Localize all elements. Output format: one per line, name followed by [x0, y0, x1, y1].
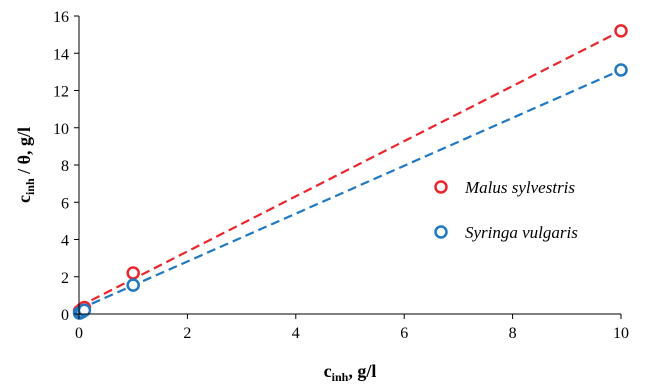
x-axis-label: cinh, g/l [324, 361, 377, 384]
y-tick-label: 16 [53, 9, 69, 26]
y-tick-label: 2 [61, 270, 69, 287]
y-tick-label: 14 [53, 46, 69, 63]
data-point [614, 24, 628, 38]
y-tick-label: 12 [53, 84, 69, 101]
x-tick-label: 2 [183, 325, 191, 342]
y-tick-label: 6 [61, 195, 69, 212]
x-tick-label: 6 [400, 325, 408, 342]
y-tick-label: 10 [53, 121, 69, 138]
data-point [614, 63, 628, 77]
x-tick-label: 8 [509, 325, 517, 342]
x-tick-label: 10 [613, 325, 629, 342]
legend: Malus sylvestris Syringa vulgaris [434, 178, 578, 242]
x-tick-label: 0 [75, 325, 83, 342]
legend-label-1: Malus sylvestris [464, 178, 575, 197]
trendline-2 [78, 69, 622, 311]
axes: 0 2 4 6 8 10 0 2 4 6 8 10 12 14 16 [53, 9, 629, 342]
data-point [126, 278, 140, 292]
y-tick-label: 4 [61, 233, 69, 250]
y-axis-label: cinh / θ, g/l [14, 127, 37, 203]
y-tick-label: 0 [61, 307, 69, 324]
legend-marker-2 [434, 225, 448, 239]
x-tick-label: 4 [292, 325, 300, 342]
legend-label-2: Syringa vulgaris [465, 223, 578, 242]
data-point [126, 266, 140, 280]
plot-area [72, 24, 628, 320]
legend-marker-1 [434, 180, 448, 194]
trendline-1 [78, 29, 622, 308]
y-tick-label: 8 [61, 158, 69, 175]
